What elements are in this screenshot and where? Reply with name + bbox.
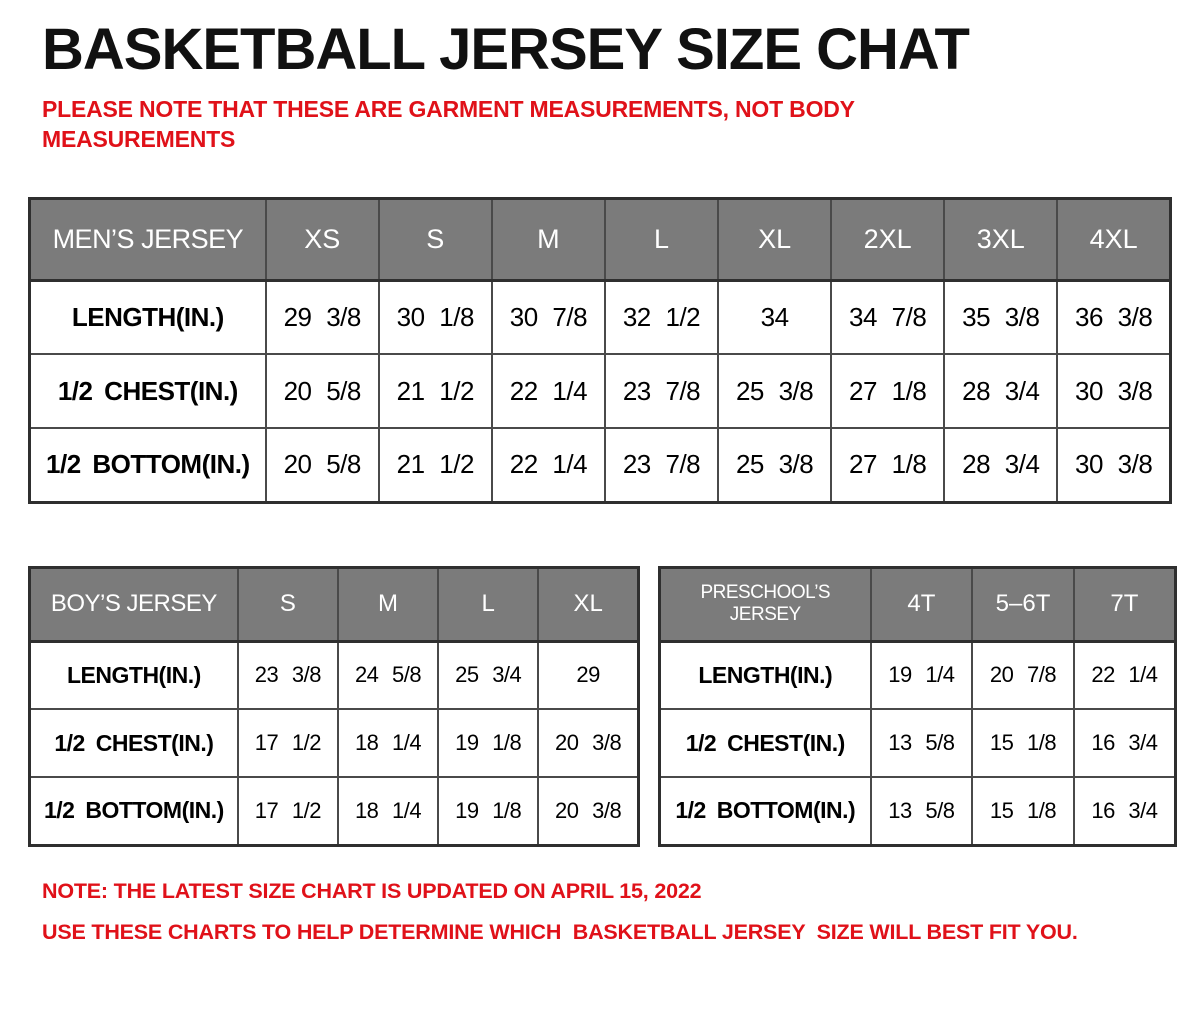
size-header-row: PRESCHOOL’S JERSEY 4T 5–6T 7T [658,566,1177,643]
measurement-value-cell: 30 7/8 [490,279,606,356]
measurement-value-cell: 15 1/8 [971,776,1075,847]
measurement-value-cell: 29 3/8 [264,279,380,356]
size-column-header: S [236,566,339,643]
measurement-value-cell: 30 3/8 [1056,353,1172,430]
size-column-header: 3XL [943,197,1059,282]
page-title: BASKETBALL JERSEY SIZE CHAT [42,17,970,82]
measurement-value-cell: 13 5/8 [869,776,974,847]
measurement-value-cell: 35 3/8 [943,279,1059,356]
measurement-value-cell: 32 1/2 [603,279,720,356]
measurement-value-cell: 18 1/4 [336,776,440,847]
size-column-header: 7T [1072,566,1177,643]
measurement-value-cell: 24 5/8 [336,640,440,711]
row-label-cell: 1/2 BOTTOM(IN.) [28,776,239,847]
measurement-row: 1/2 BOTTOM(IN.) 13 5/8 15 1/8 16 3/4 [658,776,1177,847]
measurement-value-cell: 22 1/4 [490,427,606,504]
size-column-header: L [437,566,540,643]
measurement-value-cell: 25 3/8 [717,353,833,430]
measurement-value-cell: 23 7/8 [603,427,720,504]
boys-table-title: BOY’S JERSEY [28,566,239,643]
measurement-value-cell: 22 1/4 [490,353,606,430]
measurement-value-cell: 17 1/2 [236,708,339,779]
measurement-row: 1/2 CHEST(IN.) 13 5/8 15 1/8 16 3/4 [658,708,1177,779]
lower-tables-row: BOY’S JERSEY S M L XL LENGTH(IN.) 23 3/8 24 5/8… [28,565,1200,847]
measurement-value-cell: 30 1/8 [377,279,493,356]
measurement-row: 1/2 BOTTOM(IN.) 17 1/2 18 1/4 19 1/8 20 3/8 [28,776,640,847]
size-column-header: 4T [869,566,974,643]
size-column-header: 4XL [1056,197,1172,282]
row-label-cell: 1/2 CHEST(IN.) [28,708,239,779]
row-label-cell: LENGTH(IN.) [658,640,872,711]
mens-table-title: MEN’S JERSEY [28,197,267,282]
size-column-header: S [377,197,493,282]
size-header-row: MEN’S JERSEY XS S M L XL 2XL 3XL 4XL [28,197,1172,282]
size-column-header: M [490,197,606,282]
size-column-header: M [336,566,440,643]
size-header-row: BOY’S JERSEY S M L XL [28,566,640,643]
measurement-value-cell: 28 3/4 [943,427,1059,504]
row-label-cell: LENGTH(IN.) [28,640,239,711]
measurement-value-cell: 34 [717,279,833,356]
footer-notes: NOTE: THE LATEST SIZE CHART IS UPDATED O… [42,879,1200,947]
preschool-table-title: PRESCHOOL’S JERSEY [658,566,872,643]
measurement-row: LENGTH(IN.) 23 3/8 24 5/8 25 3/4 29 [28,640,640,711]
measurement-value-cell: 19 1/8 [437,776,540,847]
size-column-header: 5–6T [971,566,1075,643]
measurement-value-cell: 27 1/8 [830,353,946,430]
measurement-value-cell: 20 5/8 [264,427,380,504]
note-usage: USE THESE CHARTS TO HELP DETERMINE WHICH… [42,920,1078,945]
row-label-cell: 1/2 CHEST(IN.) [658,708,872,779]
row-label-cell: 1/2 BOTTOM(IN.) [658,776,872,847]
measurement-value-cell: 21 1/2 [377,427,493,504]
measurement-row: 1/2 CHEST(IN.) 20 5/8 21 1/2 22 1/4 23 7/8 25… [28,353,1172,430]
measurement-value-cell: 23 7/8 [603,353,720,430]
measurement-value-cell: 20 3/8 [537,708,640,779]
size-column-header: XL [717,197,833,282]
measurement-value-cell: 20 5/8 [264,353,380,430]
measurement-value-cell: 20 7/8 [971,640,1075,711]
measurement-value-cell: 16 3/4 [1072,708,1177,779]
measurement-value-cell: 34 7/8 [830,279,946,356]
measurement-value-cell: 25 3/4 [437,640,540,711]
measurement-value-cell: 21 1/2 [377,353,493,430]
size-column-header: L [603,197,720,282]
measurement-value-cell: 15 1/8 [971,708,1075,779]
boys-jersey-size-table: BOY’S JERSEY S M L XL LENGTH(IN.) 23 3/8 24 5/8… [28,565,640,847]
garment-measurement-disclaimer: PLEASE NOTE THAT THESE ARE GARMENT MEASU… [42,95,855,152]
measurement-value-cell: 23 3/8 [236,640,339,711]
row-label-cell: 1/2 CHEST(IN.) [28,353,267,430]
measurement-value-cell: 22 1/4 [1072,640,1177,711]
measurement-row: LENGTH(IN.) 29 3/8 30 1/8 30 7/8 32 1/2 34 34 … [28,279,1172,356]
size-column-header: XS [264,197,380,282]
measurement-value-cell: 29 [537,640,640,711]
measurement-value-cell: 19 1/4 [869,640,974,711]
measurement-value-cell: 27 1/8 [830,427,946,504]
size-column-header: XL [537,566,640,643]
size-column-header: 2XL [830,197,946,282]
row-label-cell: 1/2 BOTTOM(IN.) [28,427,267,504]
measurement-value-cell: 36 3/8 [1056,279,1172,356]
measurement-row: LENGTH(IN.) 19 1/4 20 7/8 22 1/4 [658,640,1177,711]
measurement-row: 1/2 BOTTOM(IN.) 20 5/8 21 1/2 22 1/4 23 7/8 2… [28,427,1172,504]
note-update-date: NOTE: THE LATEST SIZE CHART IS UPDATED O… [42,878,702,903]
measurement-value-cell: 13 5/8 [869,708,974,779]
measurement-row: 1/2 CHEST(IN.) 17 1/2 18 1/4 19 1/8 20 3/8 [28,708,640,779]
measurement-value-cell: 17 1/2 [236,776,339,847]
measurement-value-cell: 28 3/4 [943,353,1059,430]
preschools-jersey-size-table: PRESCHOOL’S JERSEY 4T 5–6T 7T LENGTH(IN.) 19 … [658,565,1177,847]
measurement-value-cell: 18 1/4 [336,708,440,779]
row-label-cell: LENGTH(IN.) [28,279,267,356]
measurement-value-cell: 16 3/4 [1072,776,1177,847]
mens-jersey-size-table: MEN’S JERSEY XS S M L XL 2XL 3XL 4XL LENGTH(IN.) 2… [28,196,1172,504]
measurement-value-cell: 19 1/8 [437,708,540,779]
measurement-value-cell: 20 3/8 [537,776,640,847]
measurement-value-cell: 25 3/8 [717,427,833,504]
measurement-value-cell: 30 3/8 [1056,427,1172,504]
